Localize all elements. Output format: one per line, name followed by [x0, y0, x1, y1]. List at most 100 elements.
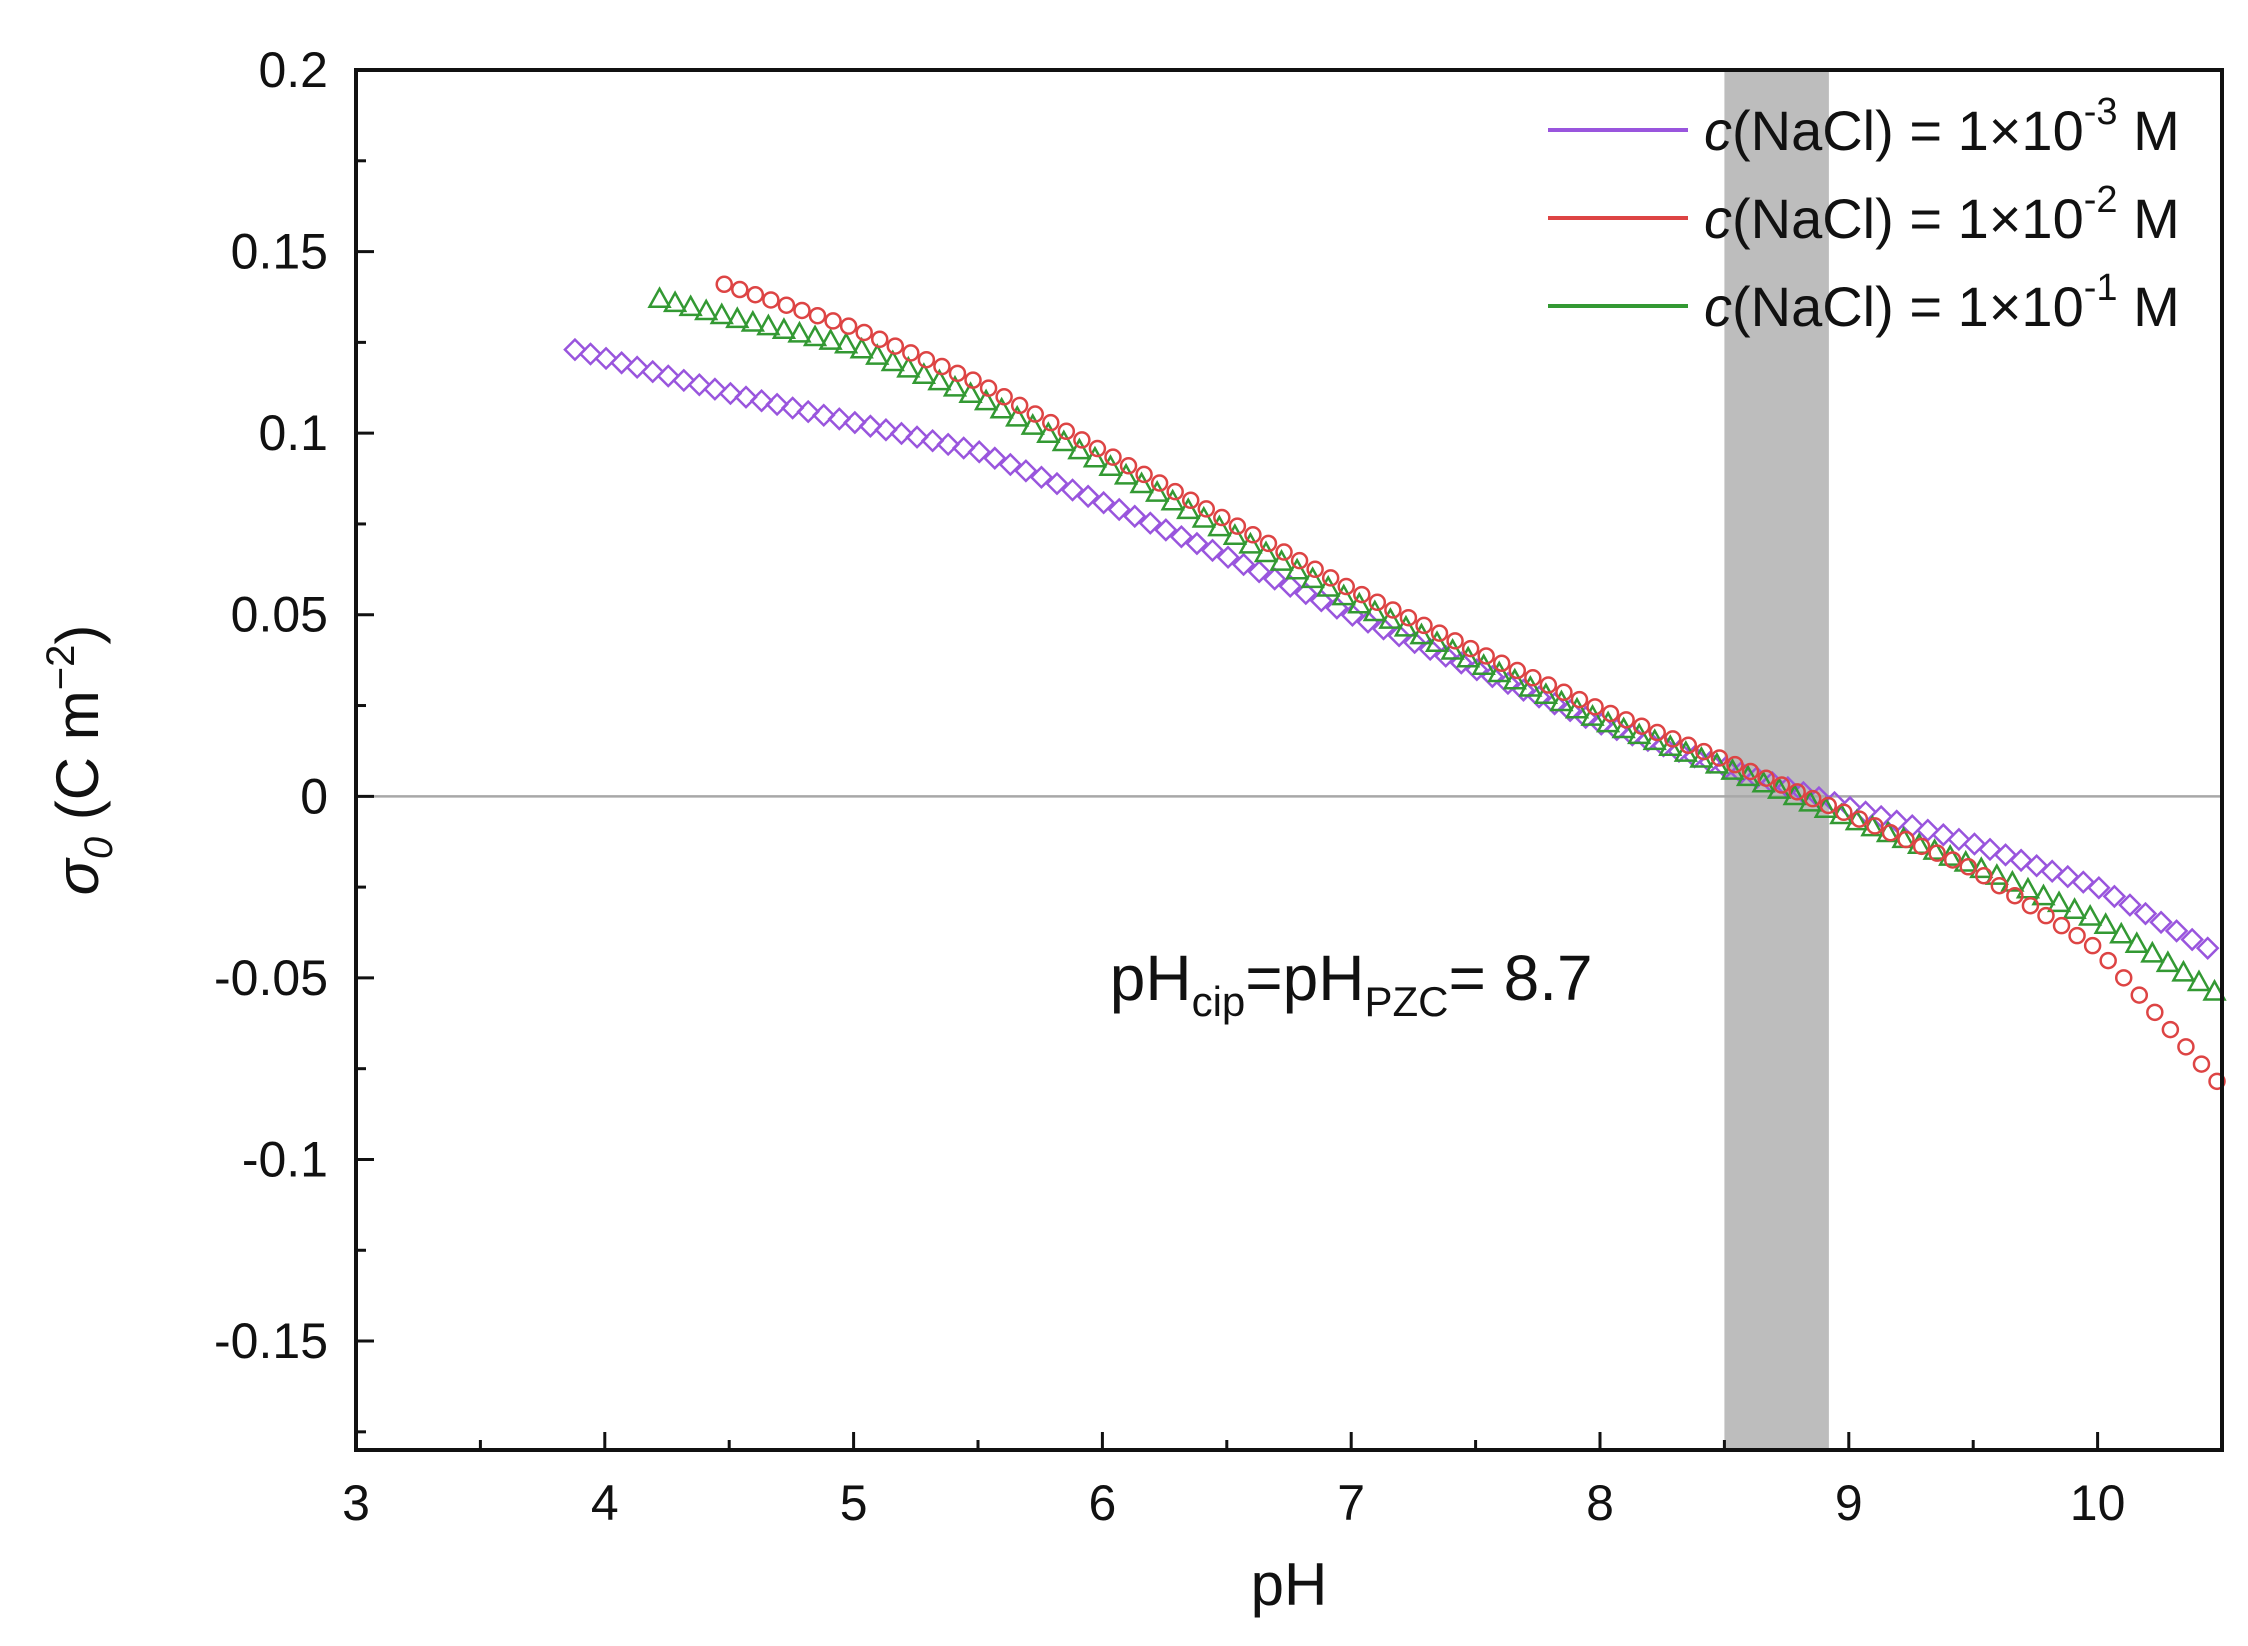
- series-circle: [715, 275, 2226, 1091]
- diamond-marker: [640, 359, 665, 384]
- y-tick-label: 0.15: [231, 224, 328, 280]
- y-axis-subscript: 0: [77, 837, 121, 859]
- circle-marker: [1586, 698, 1604, 716]
- circle-marker: [1788, 783, 1806, 801]
- y-axis-superscript: −2: [39, 645, 83, 691]
- diamond-marker: [1278, 574, 1303, 599]
- x-tick-label: 7: [1337, 1475, 1365, 1531]
- circle-marker: [1306, 560, 1324, 579]
- triangle-marker: [2062, 897, 2087, 919]
- triangle-marker: [2093, 912, 2118, 934]
- triangle-marker: [1269, 548, 1294, 571]
- diamond-marker: [687, 373, 712, 397]
- y-tick-label: 0.2: [258, 42, 328, 98]
- triangle-marker: [1549, 689, 1574, 712]
- circle-marker: [1088, 439, 1107, 458]
- circle-marker: [1197, 500, 1216, 518]
- circle-marker: [1415, 616, 1433, 635]
- y-tick-label: 0.05: [231, 587, 328, 643]
- diamond-marker: [874, 418, 898, 442]
- y-tick-label: -0.1: [242, 1131, 328, 1187]
- diamond-marker: [703, 377, 727, 401]
- diamond-marker: [1154, 518, 1178, 542]
- y-tick-label: 0.1: [258, 405, 328, 461]
- triangle-marker: [678, 294, 703, 317]
- triangle-marker: [2124, 931, 2149, 954]
- circle-marker: [1803, 789, 1822, 808]
- circle-marker: [762, 291, 780, 309]
- circle-marker: [1601, 704, 1620, 723]
- diamond-marker: [563, 337, 587, 362]
- triangle-marker: [1362, 599, 1387, 622]
- circle-marker: [2021, 896, 2040, 915]
- circle-marker: [1835, 803, 1853, 822]
- diamond-marker: [983, 446, 1007, 470]
- circle-marker: [1539, 676, 1558, 694]
- circle-marker: [793, 301, 811, 320]
- triangle-marker: [1378, 607, 1403, 629]
- diamond-marker: [1185, 531, 1209, 556]
- diamond-marker: [1309, 589, 1334, 613]
- diamond-marker: [951, 436, 976, 460]
- triangle-marker: [1238, 531, 1263, 554]
- diamond-marker: [811, 403, 836, 428]
- diamond-marker: [1076, 484, 1100, 509]
- diamond-marker: [1527, 685, 1551, 709]
- triangle-marker: [2155, 950, 2181, 973]
- diamond-marker: [1511, 678, 1536, 702]
- triangle-marker: [1129, 471, 1154, 494]
- diamond-marker: [889, 421, 914, 446]
- circle-marker: [1990, 876, 2009, 895]
- triangle-marker: [818, 328, 843, 350]
- triangle-marker: [725, 306, 750, 329]
- circle-marker: [2161, 1020, 2180, 1039]
- tick-layer: [354, 68, 2100, 1450]
- circle-marker: [1042, 413, 1060, 432]
- triangle-marker: [740, 309, 765, 332]
- triangle-marker: [771, 317, 797, 339]
- diamond-marker: [2164, 919, 2189, 943]
- diamond-marker: [1387, 623, 1411, 648]
- circle-marker: [1275, 543, 1293, 561]
- triangle-marker: [942, 374, 968, 397]
- diamond-marker: [672, 368, 696, 393]
- diamond-marker: [1978, 837, 2002, 862]
- circle-marker: [1928, 844, 1946, 862]
- legend-label: c(NaCl) = 1×10-2 M: [1704, 179, 2180, 250]
- triangle-marker: [1300, 566, 1325, 589]
- circle-marker: [1866, 817, 1884, 835]
- diamond-marker: [1216, 545, 1240, 569]
- triangle-marker: [1176, 497, 1201, 520]
- triangle-marker: [2015, 876, 2041, 899]
- circle-marker: [1508, 661, 1527, 680]
- triangle-marker: [880, 349, 905, 372]
- triangle-marker: [2078, 903, 2103, 926]
- diamond-marker: [578, 342, 603, 366]
- triangle-marker: [1580, 703, 1605, 726]
- triangle-marker: [1518, 674, 1543, 697]
- triangle-marker: [1704, 751, 1730, 774]
- series-layer: [563, 275, 2227, 1091]
- diamond-marker: [1947, 827, 1971, 852]
- triangle-marker: [2000, 869, 2025, 892]
- x-tick-label: 8: [1586, 1475, 1614, 1531]
- triangle-marker: [1331, 583, 1356, 606]
- circle-marker: [2006, 886, 2024, 905]
- circle-marker: [2177, 1038, 2195, 1056]
- triangle-marker: [787, 320, 812, 343]
- x-tick-label: 4: [591, 1475, 619, 1531]
- triangle-marker: [896, 355, 921, 378]
- diamond-marker: [656, 364, 681, 388]
- circle-marker: [855, 323, 873, 342]
- triangle-marker: [1316, 574, 1341, 597]
- triangle-marker: [709, 302, 734, 325]
- circle-marker: [948, 364, 967, 383]
- circle-marker: [1166, 482, 1184, 501]
- triangle-marker: [1036, 421, 1061, 444]
- circle-marker: [1850, 810, 1869, 828]
- circle-marker: [1679, 736, 1698, 755]
- triangle-marker: [1051, 429, 1076, 452]
- y-axis-unit: (C m: [44, 690, 111, 837]
- triangle-marker: [1564, 696, 1590, 719]
